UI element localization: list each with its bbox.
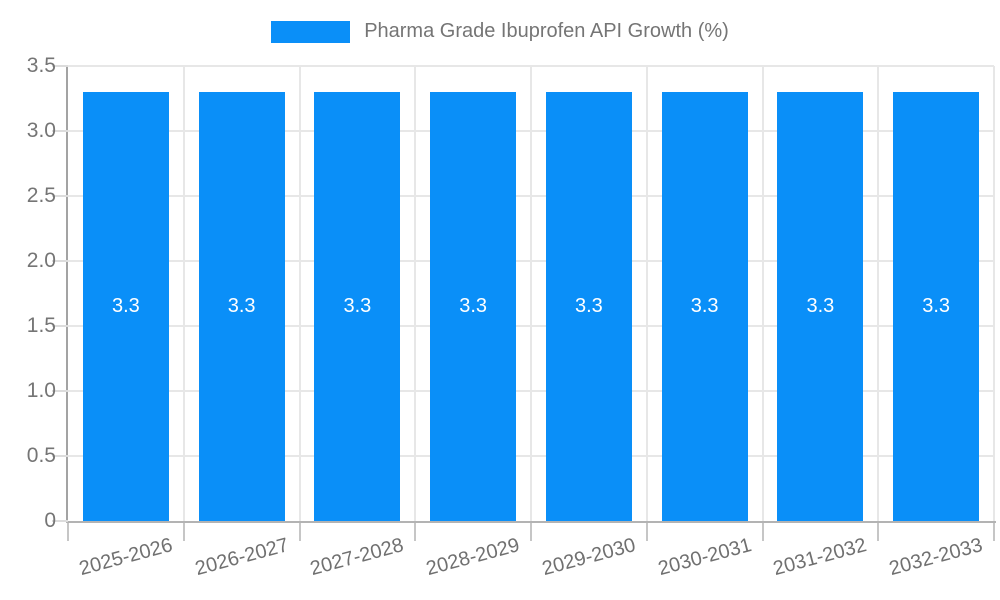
y-axis-tick-label: 1.5 [26, 314, 56, 337]
bar-value-label: 3.3 [690, 295, 719, 317]
y-axis-tick [52, 455, 68, 457]
y-axis-tick-label: 1.0 [26, 379, 56, 402]
bar-2025-2026[interactable]: 3.3 [82, 92, 169, 521]
bar-2030-2031[interactable]: 3.3 [661, 92, 748, 521]
y-axis-tick [52, 130, 68, 132]
y-axis-tick [52, 520, 68, 522]
x-axis-line [66, 521, 996, 523]
bar-value-label: 3.3 [574, 295, 603, 317]
x-axis-tick [530, 523, 532, 541]
bar-value-label: 3.3 [111, 295, 140, 317]
gridline-vertical [298, 66, 301, 521]
gridline-vertical [877, 66, 880, 521]
y-axis-tick-label: 0.5 [26, 444, 56, 467]
bar-value-label: 3.3 [806, 295, 835, 317]
bar-2029-2030[interactable]: 3.3 [545, 92, 632, 521]
bar-value-label: 3.3 [922, 295, 951, 317]
y-axis-tick-label: 3.0 [26, 119, 56, 142]
gridline-vertical [645, 66, 648, 521]
bar-value-label: 3.3 [343, 295, 372, 317]
x-axis-tick [298, 523, 301, 541]
y-axis-tick [52, 325, 68, 327]
y-axis-tick-label: 0 [44, 509, 56, 532]
x-axis-tick [182, 523, 185, 541]
y-axis-tick [52, 260, 68, 262]
y-axis-tick [52, 65, 68, 67]
bar-2027-2028[interactable]: 3.3 [314, 92, 401, 521]
x-axis-tick [67, 523, 69, 541]
bar-2026-2027[interactable]: 3.3 [198, 92, 285, 521]
y-axis-tick [52, 195, 68, 197]
gridline-vertical [530, 66, 532, 521]
x-axis-tick [414, 523, 417, 541]
gridline-vertical [993, 66, 995, 521]
gridline-vertical [182, 66, 185, 521]
x-axis-tick [877, 523, 880, 541]
plot-area: 3.3 3.3 3.3 3.3 3.3 3.3 3.3 3.3 [52, 65, 996, 541]
bar-2031-2032[interactable]: 3.3 [777, 92, 864, 521]
gridline-vertical [414, 66, 417, 521]
bar-value-label: 3.3 [227, 295, 256, 317]
legend-item[interactable]: Pharma Grade Ibuprofen API Growth (%) [271, 20, 729, 43]
x-axis-tick [761, 523, 764, 541]
y-axis-tick-label: 3.5 [26, 54, 56, 77]
x-axis-tick [993, 523, 995, 541]
bar-2032-2033[interactable]: 3.3 [893, 92, 980, 521]
x-axis-tick [645, 523, 648, 541]
gridline-vertical [761, 66, 764, 521]
y-axis-tick [52, 390, 68, 392]
bar-2028-2029[interactable]: 3.3 [430, 92, 517, 521]
y-axis-line [66, 66, 68, 523]
y-axis-tick-label: 2.5 [26, 184, 56, 207]
legend-label: Pharma Grade Ibuprofen API Growth (%) [364, 20, 729, 42]
y-axis-tick-label: 2.0 [26, 249, 56, 272]
legend-swatch [271, 20, 351, 43]
bar-value-label: 3.3 [459, 295, 488, 317]
legend: Pharma Grade Ibuprofen API Growth (%) [0, 20, 1000, 43]
